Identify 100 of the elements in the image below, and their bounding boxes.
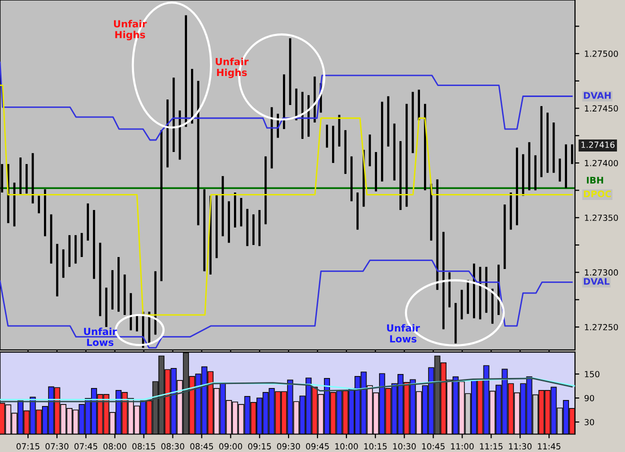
bar [270, 107, 273, 168]
bar [258, 210, 261, 246]
bar [203, 189, 206, 272]
y-tick-label: 90 [584, 394, 594, 402]
bar [13, 182, 16, 226]
bar [516, 148, 518, 226]
x-tick-label: 11:00 [451, 443, 474, 450]
bar [56, 244, 58, 296]
bar [222, 176, 224, 236]
bar [485, 266, 488, 313]
bar [399, 141, 402, 210]
bar [26, 164, 28, 194]
x-tick-label: 10:45 [422, 443, 445, 450]
annotation: Unfair Highs [216, 58, 249, 78]
annotation: Unfair Lows [387, 324, 420, 342]
bar [228, 201, 230, 243]
bar [86, 203, 89, 241]
y-tick-label: 1.27250 [584, 324, 618, 330]
x-tick-label: 08:15 [132, 443, 156, 450]
bar [406, 104, 408, 207]
bar [184, 15, 188, 127]
x-tick-label: 09:45 [306, 443, 329, 450]
y-tick-label: 30 [584, 418, 594, 426]
bar [172, 78, 175, 152]
x-tick-label: 09:15 [248, 443, 271, 450]
bar [546, 112, 549, 173]
bar [412, 92, 414, 154]
x-tick-label: 11:45 [538, 443, 560, 450]
line-series [0, 84, 573, 316]
bar [117, 257, 120, 312]
bar [99, 242, 102, 316]
y-tick-label: 1.27450 [584, 105, 618, 112]
x-tick-label: 08:00 [103, 443, 126, 450]
bar [80, 232, 83, 258]
x-tick-label: 08:45 [190, 443, 213, 450]
bar [50, 214, 52, 264]
bar [381, 102, 384, 182]
bar [240, 198, 242, 226]
x-tick-label: 07:45 [74, 443, 98, 450]
ref-line-label: IBH [586, 176, 604, 184]
y-tick-label: 1.27350 [584, 214, 618, 221]
y-tick-label: 1.27400 [584, 160, 618, 166]
bar [540, 106, 542, 178]
y-tick-label: 1.27500 [584, 50, 618, 57]
bar [552, 122, 555, 173]
x-tick-label: 08:30 [161, 443, 184, 450]
bar [504, 204, 506, 270]
bar [148, 312, 150, 344]
bar [252, 214, 255, 245]
bar [314, 76, 316, 122]
bar [246, 208, 248, 246]
bar [558, 158, 561, 182]
bar [368, 134, 371, 166]
bar [264, 156, 267, 224]
bar [124, 274, 126, 315]
bar [216, 194, 218, 258]
bar [38, 196, 40, 214]
x-tick-label: 11:30 [509, 443, 532, 450]
bar [528, 142, 530, 190]
bar [105, 288, 108, 328]
bar [92, 210, 96, 279]
x-tick-label: 09:00 [219, 443, 242, 450]
bar [454, 302, 457, 344]
x-tick-label: 07:30 [46, 443, 68, 450]
bar [350, 156, 353, 202]
bar [522, 154, 524, 196]
bar [197, 80, 200, 226]
bar [332, 126, 334, 163]
bar [289, 38, 292, 105]
bar [460, 290, 463, 320]
bar [68, 235, 71, 267]
bar [344, 130, 346, 174]
bar [295, 88, 298, 120]
annotation: Unfair Lows [84, 328, 117, 346]
bar [374, 152, 378, 192]
y-tick-label: 1.27300 [584, 269, 618, 276]
annotation: 1.27416 [581, 142, 614, 148]
y-tick-label: 150 [584, 370, 600, 378]
bar [387, 96, 390, 147]
x-tick-label: 10:00 [335, 443, 358, 450]
x-tick-label: 10:15 [364, 443, 387, 450]
bar [62, 249, 64, 278]
bar [564, 144, 568, 188]
bar [393, 124, 396, 180]
bar [338, 114, 340, 147]
bar [326, 124, 328, 148]
bar [19, 157, 22, 195]
bar [160, 130, 162, 282]
line-series [0, 260, 573, 348]
series-label: DVAL [584, 278, 610, 285]
series-label: DVAH [584, 92, 611, 99]
series-label: DPOC [584, 190, 611, 198]
annotation: Unfair Highs [114, 20, 147, 40]
bar [32, 153, 34, 204]
bar [44, 189, 46, 236]
x-tick-label: 11:15 [480, 443, 502, 450]
bar [74, 235, 77, 264]
bar [111, 270, 114, 310]
x-tick-label: 10:30 [393, 443, 416, 450]
bar [356, 192, 359, 230]
